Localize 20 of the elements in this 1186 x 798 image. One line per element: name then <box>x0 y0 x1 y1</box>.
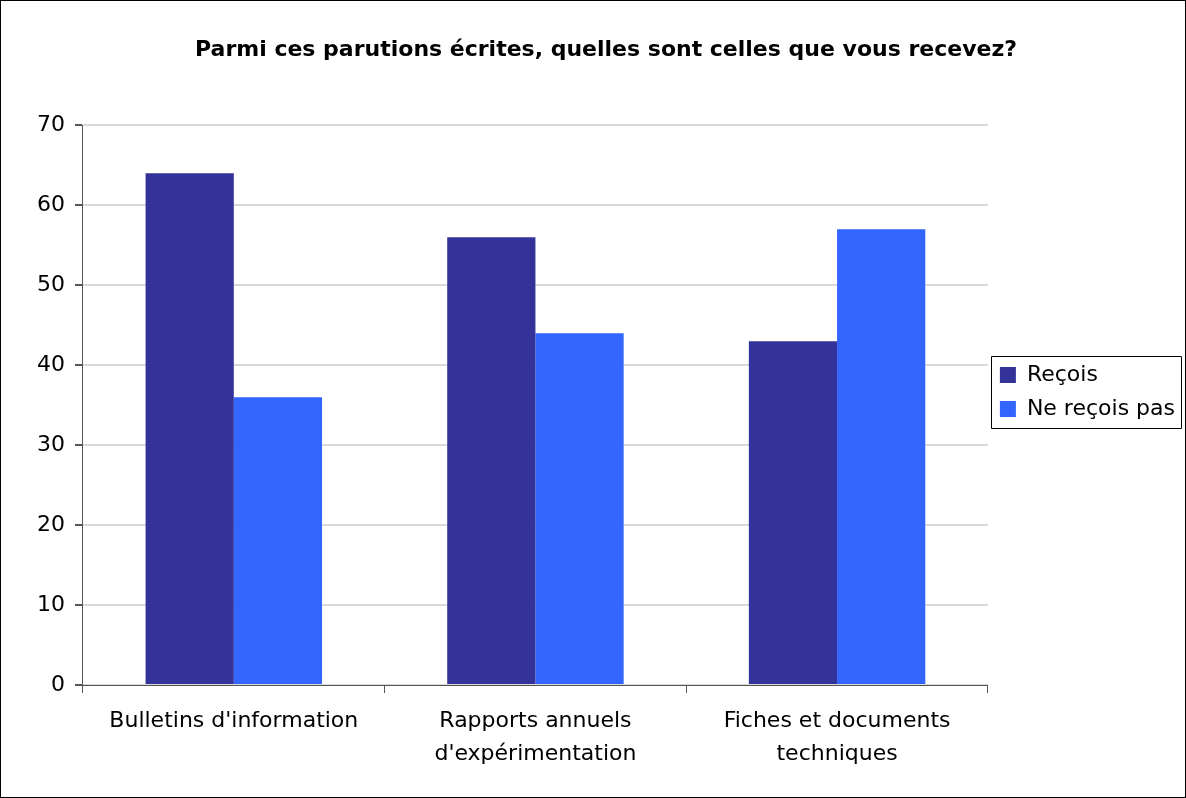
legend-label: Reçois <box>1026 360 1098 386</box>
y-tick-label: 70 <box>36 111 65 137</box>
bar <box>145 173 234 684</box>
bar <box>447 237 536 684</box>
bar <box>748 341 838 684</box>
y-tick-label: 0 <box>50 670 65 696</box>
y-tick-label: 30 <box>36 430 65 456</box>
y-tick-label: 20 <box>36 510 65 536</box>
bar <box>535 333 624 684</box>
x-tick-label: Rapports annuels d'expérimentation <box>434 707 637 766</box>
legend-label: Ne reçois pas <box>1026 394 1176 420</box>
bar <box>233 397 323 684</box>
x-tick-label: Fiches et documents techniques <box>723 707 951 766</box>
chart-title: Parmi ces parutions écrites, quelles sont celles que vous recevez? <box>195 35 1017 61</box>
y-tick-label: 60 <box>36 191 65 217</box>
bar <box>837 229 926 684</box>
y-tick-label: 40 <box>36 350 65 376</box>
x-tick-label: Bulletins d'information <box>109 707 359 733</box>
y-tick-label: 50 <box>36 271 65 296</box>
y-tick-label: 10 <box>36 590 65 616</box>
